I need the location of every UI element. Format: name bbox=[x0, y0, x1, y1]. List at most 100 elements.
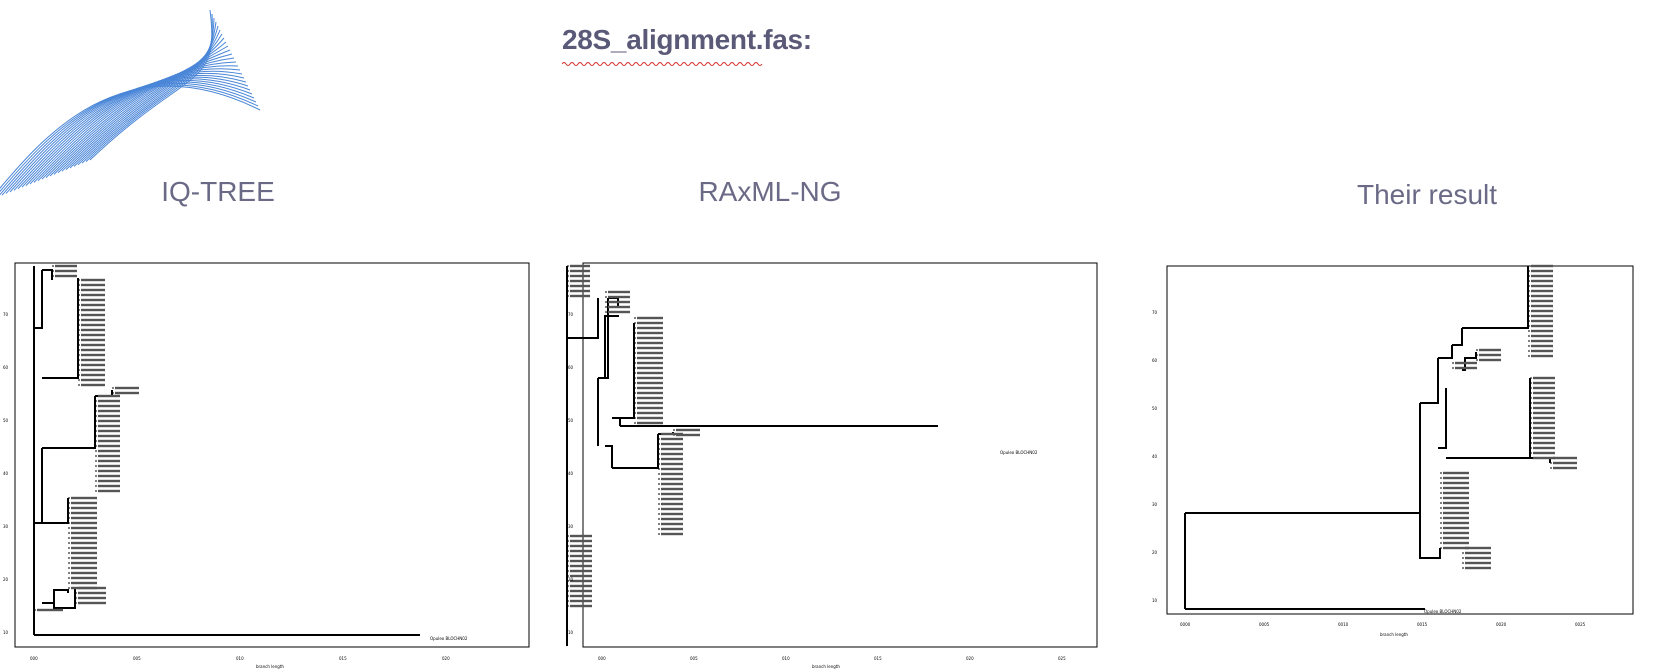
tip-label-mark bbox=[570, 544, 592, 548]
tip-label-mark bbox=[55, 274, 77, 278]
tip-label-mark bbox=[1465, 556, 1491, 560]
tip-label-mark bbox=[1443, 531, 1469, 535]
x-tick: 0010 bbox=[1338, 622, 1349, 627]
tip-label-mark bbox=[1443, 521, 1469, 525]
tip-label-mark bbox=[98, 484, 120, 488]
wave-line bbox=[69, 29, 221, 169]
tip-label-mark bbox=[98, 414, 120, 418]
tip-label-mark bbox=[637, 421, 663, 425]
their-result-phylogeny-plot: Opuleo BLOCHN02 0000 0005 0010 0015 0020… bbox=[1152, 264, 1634, 637]
wave-line bbox=[37, 61, 237, 182]
tip-label-mark bbox=[637, 321, 663, 325]
raxml-phylogeny-plot: Opuleo BLOCHN02 000 005 010 015 020 025 … bbox=[566, 262, 1098, 669]
column-title-iqtree: IQ-TREE bbox=[161, 176, 275, 207]
y-tick: 30 bbox=[3, 524, 9, 529]
y-tick: 60 bbox=[1152, 358, 1158, 363]
tip-label-mark bbox=[98, 409, 120, 413]
tip-label-mark bbox=[1531, 279, 1553, 283]
tip-label-mark bbox=[570, 599, 592, 603]
x-tick: 0000 bbox=[1180, 622, 1191, 627]
tip-label-mark bbox=[1479, 348, 1501, 352]
y-tick: 60 bbox=[3, 365, 9, 370]
tip-label-mark bbox=[115, 391, 139, 395]
tip-label-mark bbox=[1455, 366, 1477, 370]
tip-label-mark bbox=[570, 284, 590, 288]
wave-line bbox=[9, 78, 251, 193]
tip-label-mark bbox=[1533, 421, 1555, 425]
tip-label-mark bbox=[661, 447, 683, 451]
wave-line bbox=[17, 74, 247, 190]
x-tick: 000 bbox=[30, 656, 38, 661]
tip-label-mark bbox=[1531, 304, 1553, 308]
y-tick: 10 bbox=[568, 630, 574, 635]
tip-label-mark bbox=[1443, 536, 1469, 540]
tip-label-mark bbox=[661, 497, 683, 501]
tip-label-mark bbox=[98, 449, 120, 453]
x-axis-ticks: 000 005 010 015 020 025 bbox=[598, 656, 1066, 661]
tip-label-mark bbox=[570, 564, 592, 568]
tip-label-mark bbox=[71, 516, 97, 520]
tip-label-mark bbox=[1533, 396, 1555, 400]
tip-label-mark bbox=[570, 269, 590, 273]
y-tick: 10 bbox=[3, 630, 9, 635]
x-axis-label: branch length bbox=[812, 664, 840, 669]
y-tick: 50 bbox=[1152, 406, 1158, 411]
tip-label-mark bbox=[1531, 299, 1553, 303]
tip-label-mark bbox=[1443, 526, 1469, 530]
tip-label-mark bbox=[81, 358, 105, 362]
tip-label-mark bbox=[98, 489, 120, 493]
tip-label-mark bbox=[1455, 361, 1477, 365]
tip-label-mark bbox=[661, 512, 683, 516]
tip-label-mark bbox=[1531, 309, 1553, 313]
tip-label-mark bbox=[1533, 406, 1555, 410]
tip-label-mark bbox=[78, 596, 106, 600]
tip-label-mark bbox=[676, 433, 700, 437]
wave-line bbox=[13, 76, 249, 191]
tip-label-mark bbox=[81, 278, 105, 282]
tip-label-mark bbox=[661, 457, 683, 461]
tip-label-mark bbox=[81, 368, 105, 372]
tip-label-mark bbox=[81, 328, 105, 332]
tip-label-mark bbox=[1533, 446, 1555, 450]
tip-label-mark bbox=[1443, 511, 1469, 515]
tree-branch bbox=[567, 298, 599, 339]
tip-label-mark bbox=[1533, 386, 1555, 390]
wave-line bbox=[61, 37, 225, 172]
tree-branch bbox=[1438, 345, 1453, 359]
tip-label-mark bbox=[81, 288, 105, 292]
y-tick: 50 bbox=[3, 418, 9, 423]
y-tick: 30 bbox=[568, 524, 574, 529]
tip-label-mark bbox=[1531, 269, 1553, 273]
tip-label-mark bbox=[608, 290, 630, 294]
tip-label-mark bbox=[637, 391, 663, 395]
x-axis-label: branch length bbox=[1380, 632, 1408, 637]
tree-branch bbox=[1419, 478, 1441, 559]
tip-label-mark bbox=[1443, 501, 1469, 505]
tip-label-mark bbox=[661, 477, 683, 481]
tip-label-mark bbox=[570, 594, 592, 598]
tree-branch bbox=[42, 269, 53, 280]
tip-label-mark bbox=[98, 454, 120, 458]
tip-label-mark bbox=[676, 428, 700, 432]
tip-label-mark bbox=[71, 541, 97, 545]
tip-label-mark bbox=[637, 346, 663, 350]
tip-label-mark bbox=[570, 554, 592, 558]
tip-label-mark bbox=[71, 526, 97, 530]
tip-label-mark bbox=[1479, 353, 1501, 357]
y-tick: 40 bbox=[3, 471, 9, 476]
tip-label-mark bbox=[661, 522, 683, 526]
tip-label-mark bbox=[1531, 289, 1553, 293]
tree-branch bbox=[1452, 328, 1463, 346]
tip-label-mark bbox=[81, 373, 105, 377]
tip-label-mark bbox=[661, 482, 683, 486]
tip-label-mark bbox=[661, 442, 683, 446]
tip-label-mark bbox=[71, 566, 97, 570]
tip-label-mark bbox=[1533, 441, 1555, 445]
tip-label-mark bbox=[81, 303, 105, 307]
tip-label-mark bbox=[98, 394, 120, 398]
tip-label-mark bbox=[71, 561, 97, 565]
x-axis-label: branch length bbox=[256, 664, 284, 669]
tip-label-mark bbox=[637, 396, 663, 400]
tip-label-mark bbox=[1533, 411, 1555, 415]
tip-label-mark bbox=[1531, 349, 1553, 353]
